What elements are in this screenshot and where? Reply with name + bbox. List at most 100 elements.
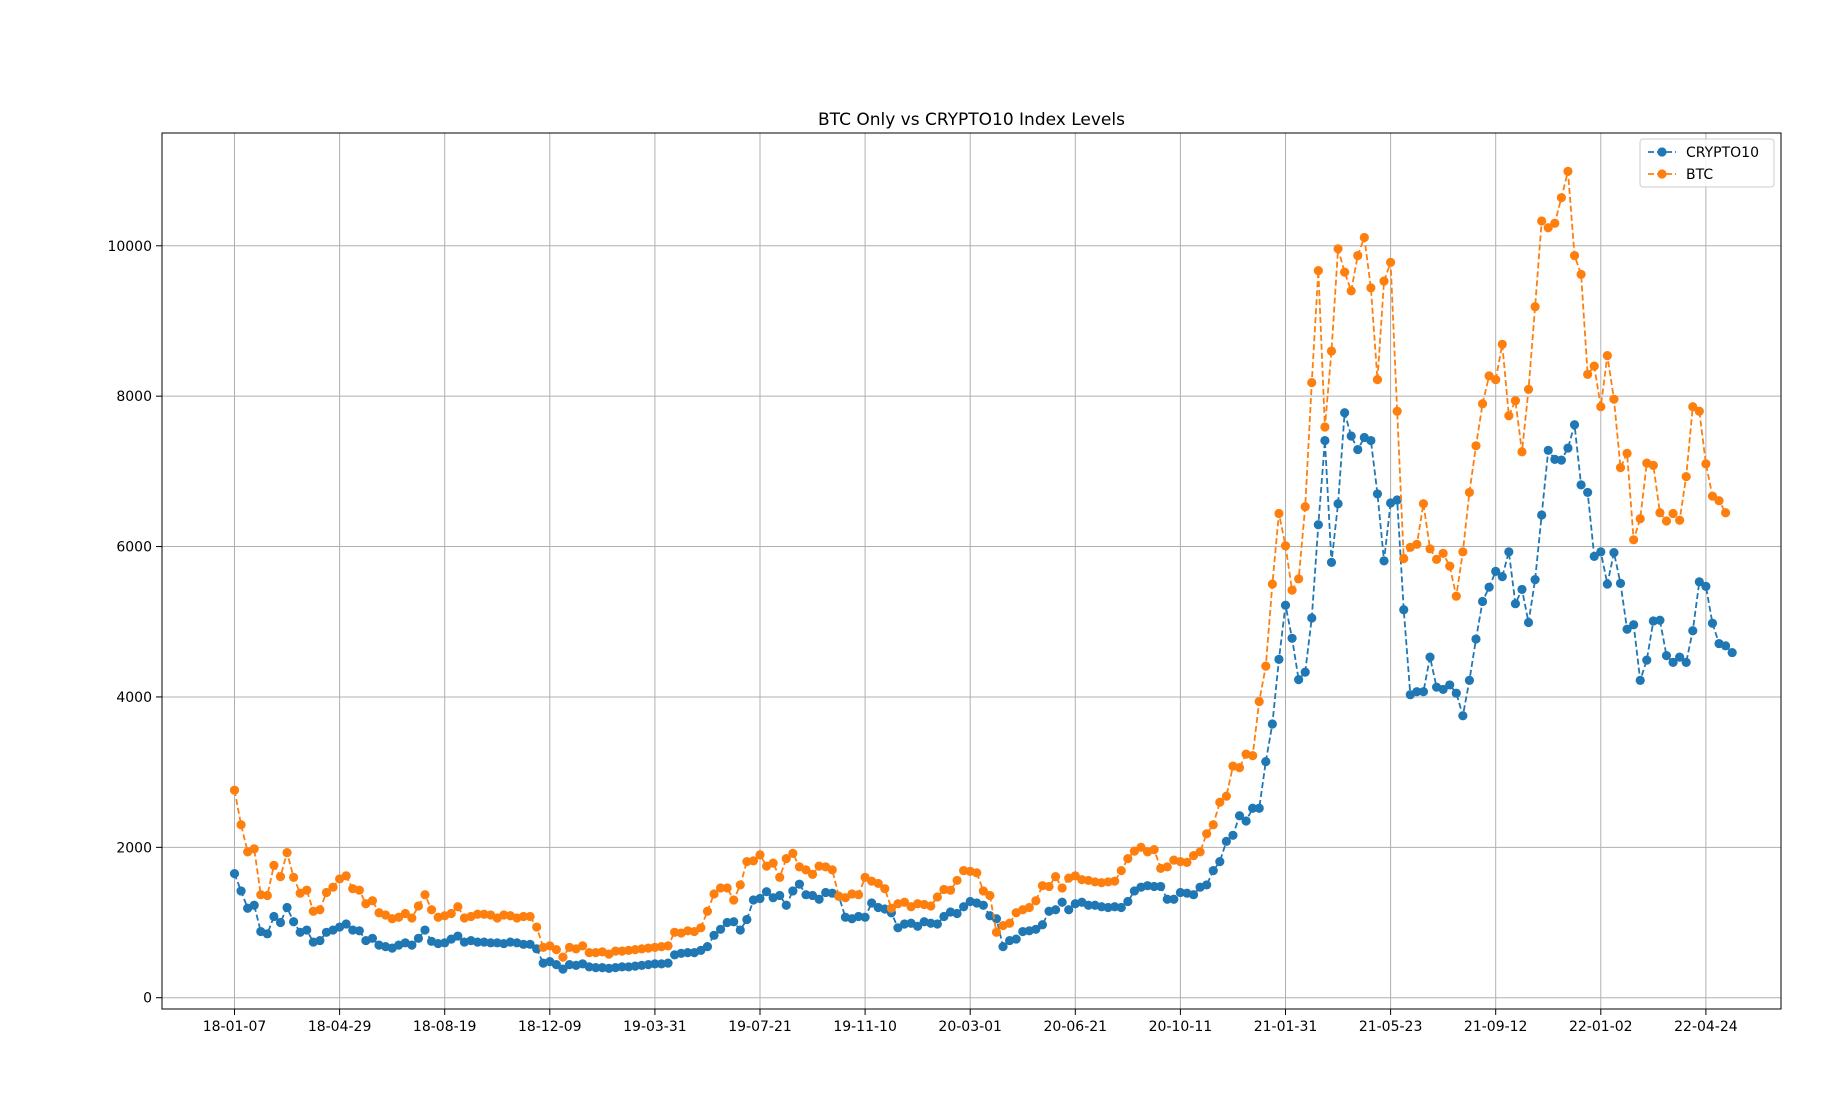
data-point-btc	[1123, 854, 1133, 864]
data-point-btc	[729, 895, 739, 905]
x-tick-label: 20-10-11	[1149, 1019, 1213, 1035]
data-point-btc	[532, 922, 542, 932]
data-point-btc	[1044, 881, 1054, 892]
data-point-crypto10	[1615, 578, 1626, 589]
data-point-crypto10	[1675, 652, 1685, 662]
data-point-btc	[1050, 872, 1061, 882]
series-btc	[229, 166, 1731, 962]
data-point-btc	[1477, 399, 1488, 409]
x-tick-label: 21-05-23	[1359, 1019, 1423, 1035]
data-point-crypto10	[1517, 584, 1527, 595]
data-point-crypto10	[1234, 811, 1245, 821]
y-tick-label: 0	[143, 991, 152, 1007]
data-point-crypto10	[1418, 687, 1429, 697]
legend-marker-crypto10	[1657, 147, 1667, 157]
data-point-btc	[1208, 820, 1218, 830]
data-point-crypto10	[486, 938, 496, 948]
data-point-crypto10	[709, 930, 719, 940]
data-point-btc	[1615, 463, 1626, 473]
data-point-crypto10	[1083, 900, 1094, 910]
data-point-crypto10	[1477, 596, 1488, 607]
data-point-crypto10	[729, 917, 739, 927]
data-point-btc	[886, 903, 896, 913]
data-point-btc	[1491, 375, 1501, 385]
data-point-btc	[1313, 266, 1323, 276]
data-point-btc	[1418, 499, 1429, 509]
y-tick-label: 8000	[116, 389, 152, 405]
data-point-btc	[702, 906, 713, 916]
data-point-btc	[472, 909, 483, 919]
data-point-btc	[328, 882, 338, 892]
data-point-btc	[1596, 402, 1606, 412]
data-point-btc	[315, 905, 325, 915]
data-point-crypto10	[1701, 581, 1711, 592]
data-point-btc	[1340, 267, 1350, 277]
data-point-btc	[1425, 544, 1435, 554]
data-point-crypto10	[1188, 890, 1199, 900]
data-point-crypto10	[1333, 499, 1343, 509]
data-point-crypto10	[1668, 657, 1678, 667]
data-point-crypto10	[1037, 920, 1048, 930]
data-point-btc	[1523, 384, 1534, 395]
data-point-crypto10	[269, 911, 279, 922]
data-point-btc	[985, 890, 995, 901]
data-point-crypto10	[794, 879, 805, 889]
data-point-crypto10	[1208, 866, 1218, 876]
data-point-btc	[932, 892, 942, 902]
data-point-btc	[1379, 276, 1389, 286]
data-point-btc	[354, 885, 364, 895]
data-point-crypto10	[939, 911, 949, 922]
data-point-crypto10	[814, 894, 824, 904]
data-point-btc	[1707, 491, 1718, 501]
y-tick-label: 10000	[107, 239, 152, 255]
data-point-btc	[1366, 283, 1376, 293]
data-point-btc	[899, 897, 910, 907]
data-point-btc	[788, 848, 798, 858]
data-point-crypto10	[1497, 572, 1507, 582]
data-point-crypto10	[1011, 934, 1021, 944]
x-tick-label: 22-01-02	[1569, 1019, 1633, 1035]
data-point-crypto10	[1215, 857, 1225, 867]
data-point-btc	[696, 923, 706, 933]
data-point-btc	[1445, 561, 1455, 571]
data-point-btc	[1300, 502, 1310, 512]
data-point-btc	[1353, 250, 1363, 261]
x-tick-label: 18-04-29	[308, 1019, 372, 1035]
data-point-btc	[420, 890, 430, 900]
data-point-crypto10	[1458, 711, 1468, 721]
data-point-crypto10	[1629, 620, 1639, 630]
data-point-btc	[801, 865, 811, 875]
data-point-btc	[1589, 361, 1599, 371]
data-point-crypto10	[341, 919, 351, 929]
data-point-crypto10	[1267, 719, 1277, 729]
data-point-btc	[1110, 876, 1120, 886]
data-point-crypto10	[1510, 599, 1521, 609]
series-crypto10	[229, 408, 1737, 974]
data-point-btc	[1701, 459, 1711, 469]
data-point-btc	[1267, 579, 1277, 589]
data-point-crypto10	[1642, 655, 1652, 665]
data-point-btc	[1386, 257, 1396, 267]
data-point-crypto10	[1280, 600, 1291, 610]
data-point-btc	[1681, 472, 1691, 482]
data-point-crypto10	[354, 926, 364, 936]
data-point-btc	[1202, 829, 1212, 839]
data-point-crypto10	[1379, 556, 1389, 566]
data-point-btc	[551, 945, 561, 955]
data-point-crypto10	[472, 937, 483, 947]
data-point-btc	[1005, 918, 1015, 928]
data-point-crypto10	[1438, 684, 1448, 695]
data-point-btc	[709, 889, 719, 899]
data-point-btc	[610, 946, 621, 956]
data-point-btc	[584, 948, 594, 958]
data-point-crypto10	[591, 963, 601, 973]
data-point-btc	[289, 872, 299, 883]
data-point-crypto10	[1228, 830, 1238, 840]
data-point-btc	[1399, 553, 1409, 564]
data-point-crypto10	[1655, 615, 1665, 625]
data-point-btc	[1451, 591, 1461, 601]
data-point-crypto10	[525, 939, 535, 949]
data-point-btc	[722, 883, 732, 893]
data-point-crypto10	[1727, 647, 1737, 658]
